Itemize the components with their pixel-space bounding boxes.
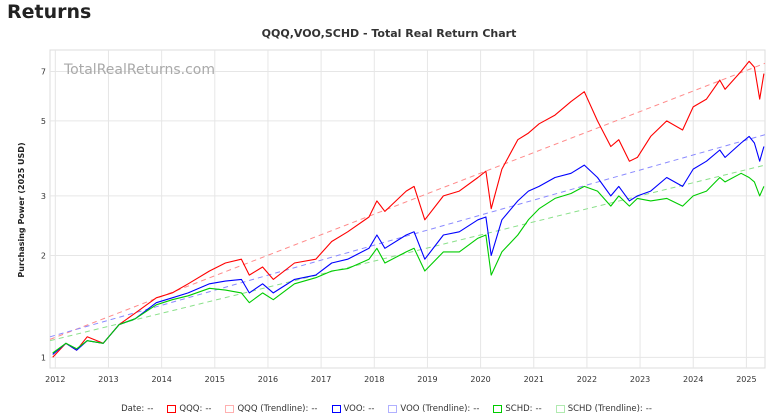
x-axis-ticks: 2012 2013 2014 2015 2016 2017 2018 2019 2020 2021… <box>45 375 756 384</box>
legend-value-schd-trendline: -- <box>645 404 652 414</box>
x-tick-label: 2013 <box>98 375 118 384</box>
legend-item-voo-trendline[interactable]: VOO (Trendline): -- <box>388 402 479 416</box>
x-tick-label: 2016 <box>258 375 278 384</box>
x-tick-label: 2018 <box>364 375 384 384</box>
chart-title: QQQ,VOO,SCHD - Total Real Return Chart <box>262 27 517 40</box>
y-tick-label: 1 <box>41 353 46 362</box>
y-axis-label: Purchasing Power (2025 USD) <box>17 142 26 277</box>
y-tick-label: 7 <box>41 67 46 76</box>
legend-date-label: Date: <box>121 404 145 414</box>
legend-label-schd-trendline: SCHD (Trendline): <box>567 404 643 414</box>
x-tick-label: 2019 <box>417 375 437 384</box>
legend-value-qqq-trendline: -- <box>311 404 318 414</box>
x-tick-label: 2017 <box>311 375 331 384</box>
series-line-voo <box>52 135 765 355</box>
legend-swatch-voo <box>331 405 341 413</box>
legend-label-schd: SCHD: <box>505 404 533 414</box>
x-tick-label: 2020 <box>470 375 490 384</box>
legend-item-schd-trendline[interactable]: SCHD (Trendline): -- <box>555 402 652 416</box>
legend-value-qqq: -- <box>205 404 212 414</box>
series-line-voo-trendline <box>49 134 766 338</box>
plot-area <box>49 49 766 369</box>
grid-lines <box>49 49 766 369</box>
x-tick-label: 2024 <box>683 375 703 384</box>
legend-value-voo-trendline: -- <box>473 404 480 414</box>
legend-item-voo[interactable]: VOO: -- <box>331 402 375 416</box>
legend-swatch-qqq <box>167 405 177 413</box>
y-tick-label: 3 <box>41 192 46 201</box>
legend-value-voo: -- <box>368 404 375 414</box>
series-line-schd <box>52 172 765 354</box>
x-tick-label: 2015 <box>205 375 225 384</box>
legend-swatch-voo-trendline <box>388 405 398 413</box>
legend-label-qqq: QQQ: <box>179 404 203 414</box>
watermark: TotalRealReturns.com <box>63 62 215 78</box>
x-tick-label: 2014 <box>151 375 171 384</box>
legend-item-qqq-trendline[interactable]: QQQ (Trendline): -- <box>225 402 318 416</box>
legend-value-schd: -- <box>535 404 542 414</box>
legend-swatch-qqq-trendline <box>225 405 235 413</box>
legend-item-qqq[interactable]: QQQ: -- <box>167 402 211 416</box>
series-line-schd-trendline <box>49 164 766 342</box>
series-line-qqq <box>52 60 765 358</box>
legend-swatch-schd <box>493 405 503 413</box>
x-tick-label: 2025 <box>736 375 756 384</box>
x-tick-label: 2023 <box>630 375 650 384</box>
legend-label-voo: VOO: <box>343 404 366 414</box>
y-tick-label: 2 <box>41 252 46 261</box>
x-tick-label: 2021 <box>524 375 544 384</box>
legend-swatch-schd-trendline <box>555 405 565 413</box>
series-layer <box>49 60 766 358</box>
legend: Date: -- QQQ: -- QQQ (Trendline): -- VOO… <box>0 402 773 416</box>
legend-label-qqq-trendline: QQQ (Trendline): <box>237 404 309 414</box>
legend-label-voo-trendline: VOO (Trendline): <box>400 404 471 414</box>
y-tick-label: 5 <box>41 117 46 126</box>
y-axis-ticks: 1 2 3 5 7 <box>41 67 46 362</box>
legend-date-value: -- <box>147 404 154 414</box>
legend-item-schd[interactable]: SCHD: -- <box>493 402 542 416</box>
legend-date: Date: -- <box>121 402 153 416</box>
x-tick-label: 2012 <box>45 375 65 384</box>
x-tick-label: 2022 <box>577 375 597 384</box>
page-heading: Returns <box>7 1 92 23</box>
